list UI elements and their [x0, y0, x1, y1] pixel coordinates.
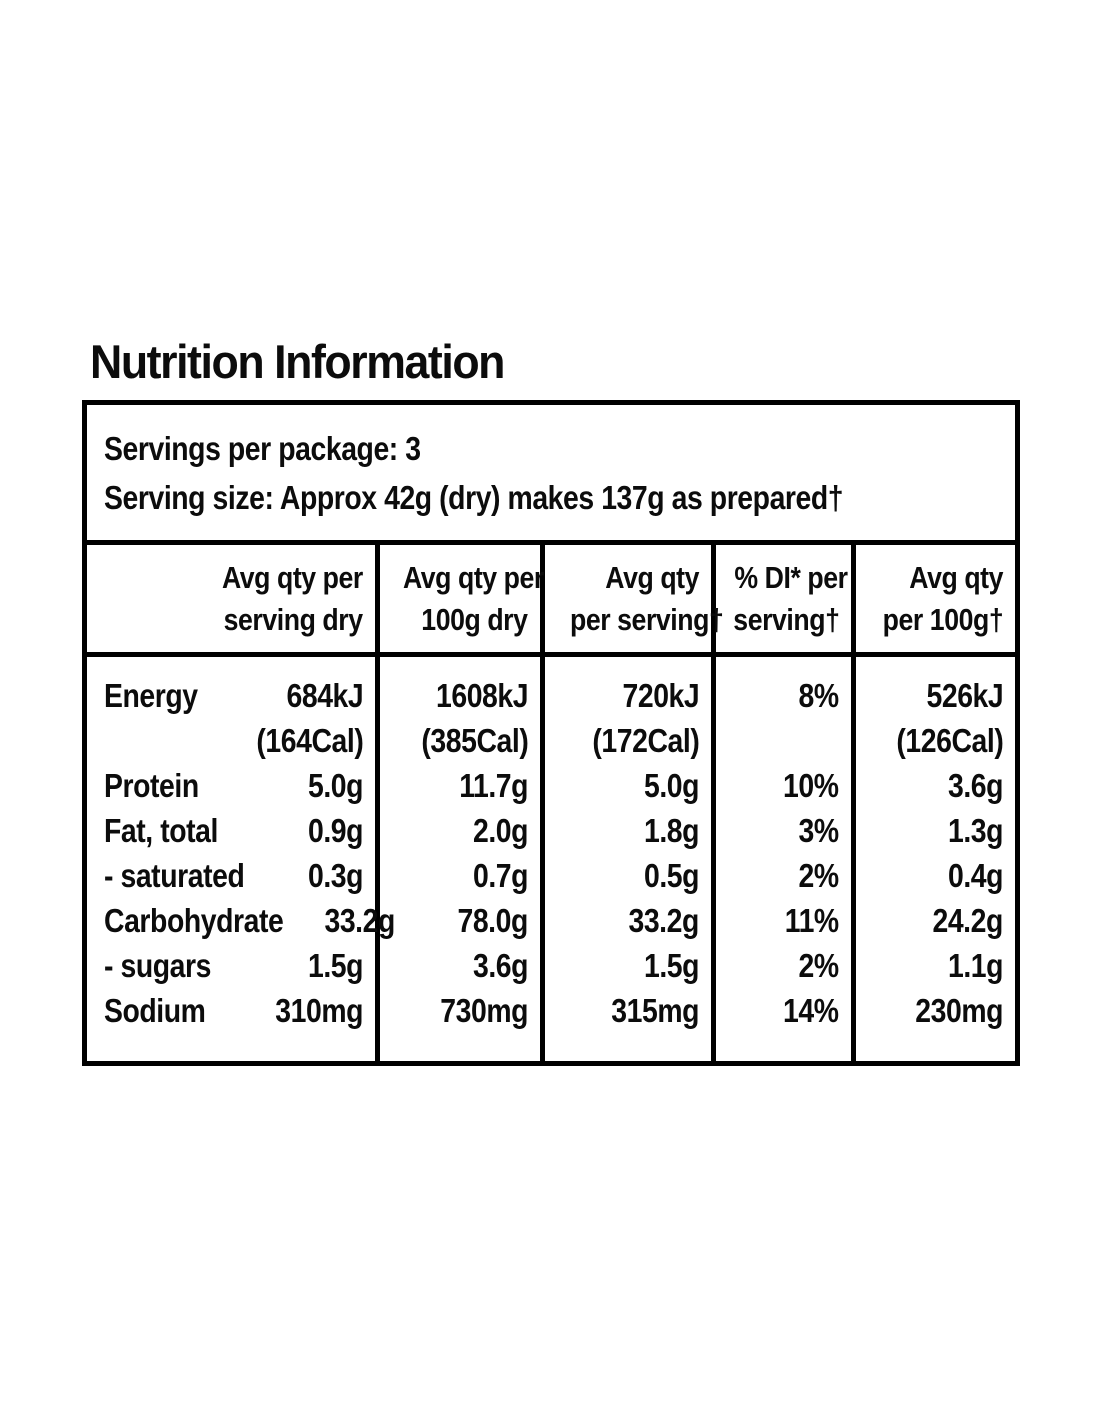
nutrient-label: - saturated — [104, 857, 245, 894]
header-line: 100g dry — [421, 601, 529, 637]
header-avg-qty-per-100g-dry: Avg qty per 100g dry — [375, 540, 545, 657]
column-per-100g-dry-values: 1608kJ (385Cal) 11.7g 2.0g 0.7g 78.0g 3.… — [375, 652, 545, 1066]
servings-per-package: Servings per package: 3 — [104, 429, 421, 467]
header-line: serving dry — [224, 601, 363, 637]
header-line: Avg qty per — [402, 559, 544, 595]
nutrient-value: 1.8g — [643, 812, 700, 849]
nutrient-value: 2% — [798, 857, 840, 894]
nutrient-value: 0.9g — [307, 812, 364, 849]
nutrient-label: Carbohydrate — [104, 902, 284, 939]
nutrient-value: 78.0g — [457, 902, 529, 939]
nutrient-value: 526kJ — [926, 677, 1003, 714]
serving-size: Serving size: Approx 42g (dry) makes 137… — [104, 478, 844, 516]
column-header-row: Avg qty per serving dry Avg qty per 100g… — [82, 540, 1020, 657]
nutrient-value: 3.6g — [472, 947, 529, 984]
column-nutrients-and-serving-dry: Energy 684kJ (164Cal) Protein 5.0g Fat, to… — [82, 652, 395, 1066]
header-line: serving† — [733, 601, 840, 637]
nutrient-value: 33.2g — [324, 902, 395, 939]
header-percent-di-per-serving: % DI* per serving† — [711, 540, 856, 657]
nutrient-value: 730mg — [440, 992, 528, 1029]
nutrient-label: Energy — [104, 677, 198, 714]
nutrient-data-row: Energy 684kJ (164Cal) Protein 5.0g Fat, to… — [82, 652, 1020, 1066]
nutrient-value: 310mg — [275, 992, 363, 1029]
header-line: Avg qty — [909, 559, 1003, 595]
nutrient-label: Fat, total — [104, 812, 218, 849]
nutrient-value: 1.5g — [307, 947, 364, 984]
nutrient-value: 33.2g — [628, 902, 700, 939]
header-avg-qty-per-100g-prepared: Avg qty per 100g† — [851, 540, 1020, 657]
column-per-serving-prepared-values: 720kJ (172Cal) 5.0g 1.8g 0.5g 33.2g 1.5g… — [540, 652, 716, 1066]
nutrient-value: 230mg — [915, 992, 1003, 1029]
column-percent-di-values: 8% 10% 3% 2% 11% 2% 14% — [711, 652, 856, 1066]
nutrient-value: 315mg — [611, 992, 699, 1029]
nutrient-value: 2.0g — [472, 812, 529, 849]
nutrient-value: 2% — [798, 947, 840, 984]
nutrient-value: 684kJ — [286, 677, 363, 714]
header-line: % DI* per — [734, 559, 848, 595]
nutrient-value: (385Cal) — [421, 722, 528, 759]
nutrient-value: (126Cal) — [896, 722, 1003, 759]
nutrient-value: 1.1g — [947, 947, 1004, 984]
nutrient-value: 0.7g — [472, 857, 529, 894]
header-line: per serving† — [569, 601, 724, 637]
nutrient-value: 8% — [798, 677, 840, 714]
serving-info-cell: Servings per package: 3 Serving size: Ap… — [82, 400, 1020, 545]
nutrient-value: 11.7g — [459, 767, 528, 804]
nutrient-value: 1.5g — [643, 947, 700, 984]
nutrient-value: 0.4g — [947, 857, 1004, 894]
nutrient-value: 14% — [783, 992, 839, 1029]
nutrient-value: 0.5g — [643, 857, 700, 894]
nutrient-value: (172Cal) — [592, 722, 699, 759]
column-per-100g-prepared-values: 526kJ (126Cal) 3.6g 1.3g 0.4g 24.2g 1.1g… — [851, 652, 1020, 1066]
nutrition-table: Servings per package: 3 Serving size: Ap… — [82, 400, 1020, 1066]
header-line: Avg qty per — [222, 559, 363, 595]
nutrient-value: 10% — [783, 767, 839, 804]
page-title: Nutrition Information — [90, 335, 505, 388]
nutrient-value: 0.3g — [307, 857, 364, 894]
serving-info-row: Servings per package: 3 Serving size: Ap… — [82, 400, 1020, 545]
nutrient-value: 24.2g — [932, 902, 1004, 939]
nutrient-value: 720kJ — [622, 677, 699, 714]
nutrient-value: 5.0g — [307, 767, 364, 804]
nutrient-label: Protein — [104, 767, 199, 804]
nutrient-label: - sugars — [104, 947, 211, 984]
header-avg-qty-per-serving-dry: Avg qty per serving dry — [82, 540, 380, 657]
header-avg-qty-per-serving-prepared: Avg qty per serving† — [540, 540, 724, 657]
nutrient-value: 5.0g — [643, 767, 700, 804]
nutrient-label: Sodium — [104, 992, 206, 1029]
nutrient-value: 1.3g — [947, 812, 1004, 849]
header-line: per 100g† — [882, 601, 1003, 637]
nutrient-value: (164Cal) — [256, 722, 363, 759]
header-line: Avg qty — [605, 559, 699, 595]
nutrient-value: 3.6g — [947, 767, 1004, 804]
nutrient-value: 11% — [785, 902, 839, 939]
nutrient-value: 3% — [798, 812, 840, 849]
nutrient-value: 1608kJ — [435, 677, 529, 714]
